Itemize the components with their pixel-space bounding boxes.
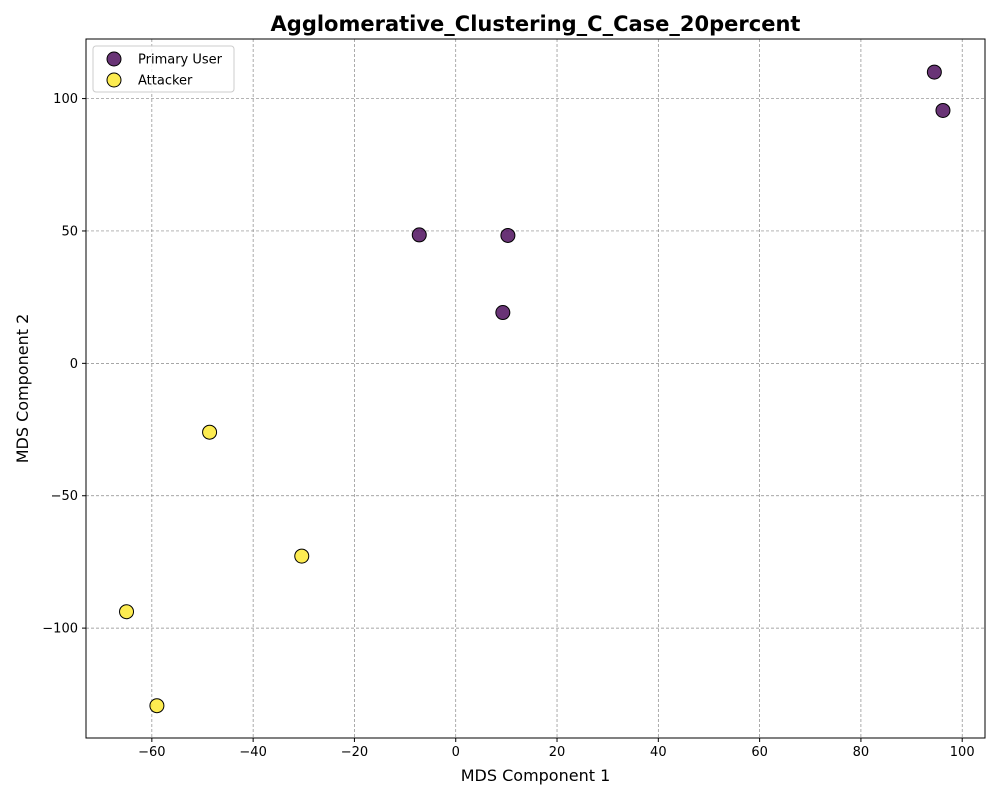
x-tick-label: −20 <box>341 745 368 760</box>
x-tick-label: 80 <box>853 745 870 760</box>
primary-user-point <box>500 227 516 243</box>
legend-label-primary-user: Primary User <box>138 53 223 68</box>
y-tick-label: 50 <box>61 224 78 239</box>
x-tick-label: −60 <box>138 745 165 760</box>
primary-user-point <box>935 102 951 118</box>
x-axis-label: MDS Component 1 <box>461 766 611 785</box>
y-tick-label: −100 <box>42 622 78 637</box>
y-axis-label: MDS Component 2 <box>13 314 32 464</box>
y-tick-label: 100 <box>53 92 78 107</box>
attacker-point <box>294 548 310 564</box>
x-tick-label: −40 <box>239 745 266 760</box>
primary-user-point <box>495 305 511 321</box>
legend-marker-attacker <box>106 72 122 88</box>
attacker-point <box>149 698 165 714</box>
x-tick-label: 60 <box>751 745 768 760</box>
legend-marker-primary-user <box>106 51 122 67</box>
plot-area-frame <box>85 38 986 739</box>
attacker-point <box>119 604 135 620</box>
primary-user-point <box>926 64 942 80</box>
x-tick-label: 0 <box>452 745 460 760</box>
axis-ticks: −60 −40 −20 0 20 40 60 80 100 −100 −50 0 50 100 <box>42 92 974 760</box>
x-tick-label: 20 <box>549 745 566 760</box>
y-tick-label: 0 <box>70 357 78 372</box>
y-tick-label: −50 <box>51 489 78 504</box>
chart-title: Agglomerative_Clustering_C_Case_20percen… <box>271 12 801 36</box>
x-tick-label: 40 <box>650 745 667 760</box>
legend-box <box>92 45 235 93</box>
data-points <box>119 64 951 714</box>
x-tick-label: 100 <box>950 745 975 760</box>
grid-lines <box>86 39 985 738</box>
primary-user-point <box>411 227 427 243</box>
legend-label-attacker: Attacker <box>138 74 193 89</box>
attacker-point <box>202 424 218 440</box>
legend: Primary User Attacker <box>92 45 235 93</box>
